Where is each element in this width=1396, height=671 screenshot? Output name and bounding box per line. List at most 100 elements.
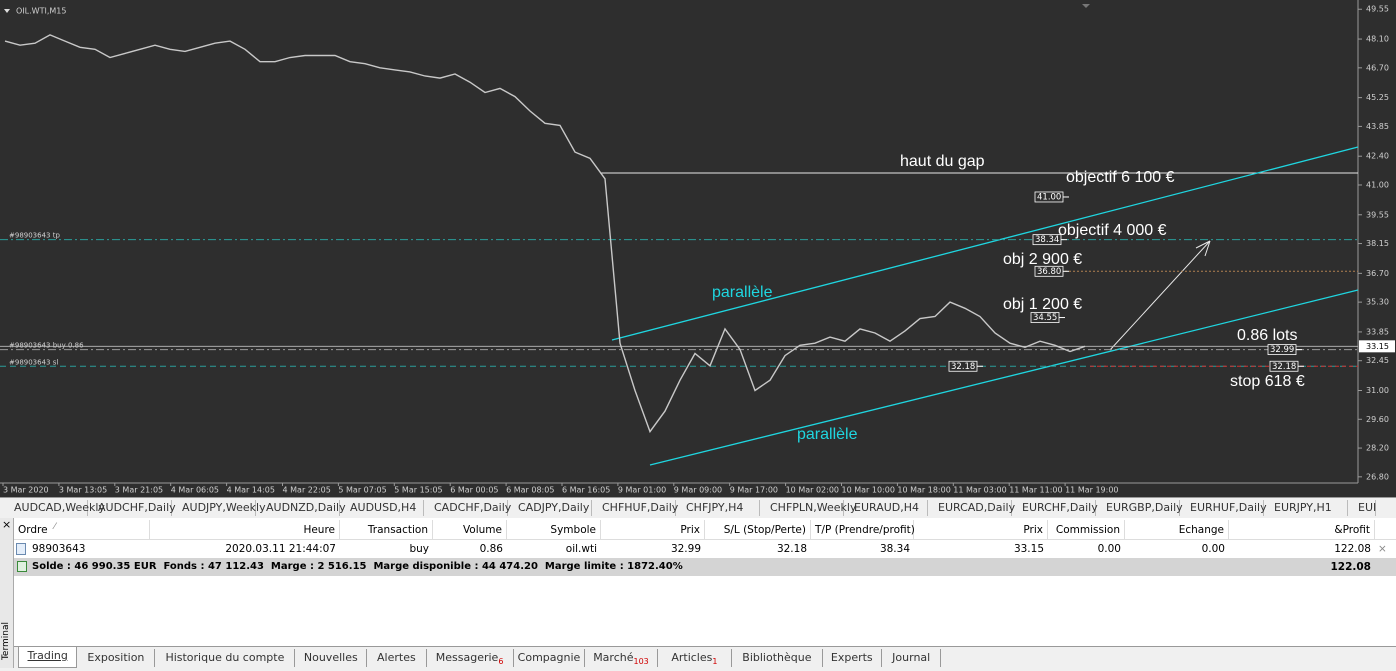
column-header[interactable]: Echange	[1125, 520, 1229, 540]
y-tick-label: 35.30	[1366, 298, 1389, 307]
column-header[interactable]: Ordre	[14, 520, 150, 540]
chart: OIL.WTI,M15 #98903643 tp #98903643 buy 0.…	[0, 0, 1396, 497]
y-tick-label: 31.00	[1366, 386, 1389, 395]
terminal-tab[interactable]: Alertes	[367, 649, 427, 667]
close-button[interactable]: ×	[2, 518, 12, 531]
terminal-tab[interactable]: Nouvelles	[295, 649, 368, 667]
terminal-tab[interactable]: Experts	[823, 649, 882, 667]
x-tick-label: 6 Mar 16:05	[562, 486, 610, 495]
terminal-label: Terminal	[1, 621, 11, 661]
symbol-tab[interactable]: EURGBP,Daily	[1096, 500, 1183, 516]
close-order[interactable]: ×	[1378, 543, 1387, 555]
column-header[interactable]: Prix	[914, 520, 1048, 540]
tab-label: Bibliothèque	[742, 651, 812, 664]
order-cell: 0.00	[1097, 543, 1121, 555]
annotation: 0.86 lots	[1237, 327, 1297, 344]
symbol-tab[interactable]: EURJPY,H1	[1264, 500, 1348, 516]
x-tick-label: 10 Mar 02:00	[786, 486, 839, 495]
terminal-tab[interactable]: Messagerie6	[427, 649, 514, 667]
terminal-tab[interactable]: Articles1	[658, 649, 733, 667]
chart-title: OIL.WTI,M15	[16, 7, 66, 16]
column-header[interactable]: Prix	[601, 520, 705, 540]
terminal-tab-bar: Trading Exposition Historique du compte Nou…	[14, 646, 1396, 669]
terminal-tab[interactable]: Journal	[882, 649, 942, 667]
x-tick-label: 6 Mar 08:05	[506, 486, 554, 495]
summary-text: Solde : 46 990.35 EUR Fonds : 47 112.43 …	[32, 561, 683, 572]
symbol-tab[interactable]: CHFHUF,Daily	[592, 500, 678, 516]
column-header[interactable]: &Profit	[1229, 520, 1375, 540]
order-level-label: #98903643 tp	[9, 232, 60, 240]
tab-label: Nouvelles	[303, 651, 358, 664]
y-tick-label: 46.70	[1366, 63, 1389, 72]
tab-label: Marché	[593, 651, 634, 664]
column-header[interactable]: S/L (Stop/Perte)	[705, 520, 811, 540]
price-box-label: 38.34	[1035, 235, 1059, 245]
x-tick-label: 4 Mar 14:05	[227, 486, 275, 495]
symbol-tab[interactable]: EURAUD,H4	[844, 500, 928, 516]
order-cell: 98903643	[32, 543, 86, 555]
y-tick-label: 28.20	[1366, 444, 1389, 453]
symbol-tab[interactable]: EURCHF,Daily	[1012, 500, 1098, 516]
symbol-tab[interactable]: CADCHF,Daily	[424, 500, 511, 516]
y-tick-label: 38.15	[1366, 239, 1389, 248]
column-header[interactable]: Heure	[150, 520, 340, 540]
order-cell: 33.15	[1013, 543, 1044, 555]
symbol-tab[interactable]: AUDCAD,Weekly	[4, 500, 105, 516]
symbol-tab[interactable]: EURCAD,Daily	[928, 500, 1015, 516]
order-cell: buy	[409, 543, 429, 555]
column-header[interactable]: Commission	[1048, 520, 1125, 540]
annotation: obj 2 900 €	[1003, 251, 1082, 268]
summary-profit: 122.08	[1330, 561, 1371, 573]
column-header[interactable]: Transaction	[340, 520, 433, 540]
y-tick-label: 42.40	[1366, 152, 1389, 161]
y-tick-label: 41.00	[1366, 180, 1389, 189]
tab-label: Experts	[830, 651, 873, 664]
sort-indicator: ⁄	[54, 522, 56, 532]
order-icon	[16, 543, 26, 555]
x-tick-label: 11 Mar 03:00	[953, 486, 1006, 495]
x-tick-label: 3 Mar 2020	[3, 486, 49, 495]
symbol-tab[interactable]: AUDJPY,Weekly	[172, 500, 266, 516]
column-header[interactable]: Symbole	[507, 520, 601, 540]
terminal-tab[interactable]: Marché103	[585, 649, 658, 667]
tab-label: Journal	[892, 651, 931, 664]
y-tick-label: 32.45	[1366, 356, 1389, 365]
terminal-tab[interactable]: Historique du compte	[155, 649, 296, 667]
y-tick-label: 33.85	[1366, 327, 1389, 336]
symbol-tab[interactable]: AUDUSD,H4	[340, 500, 424, 516]
bid-label: 33.15	[1366, 342, 1389, 351]
symbol-tab[interactable]: AUDNZD,Daily	[256, 500, 346, 516]
x-tick-label: 3 Mar 21:05	[115, 486, 163, 495]
y-tick-label: 49.55	[1366, 5, 1389, 14]
symbol-tab[interactable]: CADJPY,Daily	[508, 500, 592, 516]
column-header[interactable]: T/P (Prendre/profit)	[811, 520, 915, 540]
symbol-tab[interactable]: CHFPLN,Weekly	[760, 500, 856, 516]
terminal-tab[interactable]: Compagnie	[514, 649, 586, 667]
symbol-tab[interactable]: EURHUF,Daily	[1180, 500, 1267, 516]
terminal-tab[interactable]: Exposition	[77, 649, 156, 667]
x-tick-label: 10 Mar 10:00	[842, 486, 895, 495]
terminal-tab[interactable]: Bibliothèque	[732, 649, 823, 667]
menu-arrow[interactable]	[4, 9, 10, 13]
y-tick-label: 39.55	[1366, 210, 1389, 219]
terminal-sidebar: × Terminal	[0, 518, 14, 668]
symbol-tab[interactable]: EUI	[1348, 500, 1376, 516]
order-cell: 0.00	[1201, 543, 1225, 555]
tab-label: Articles	[671, 651, 713, 664]
x-tick-label: 5 Mar 15:05	[394, 486, 442, 495]
symbol-tab[interactable]: CHFJPY,H4	[676, 500, 760, 516]
x-tick-label: 5 Mar 07:05	[338, 486, 386, 495]
symbol-tab[interactable]: AUDCHF,Daily	[88, 500, 176, 516]
order-cell: 32.99	[670, 543, 701, 555]
target-arrow-head	[1195, 240, 1211, 257]
price-box-label: 32.99	[1270, 345, 1294, 355]
x-tick-label: 6 Mar 00:05	[450, 486, 498, 495]
chart-background	[0, 0, 1396, 497]
price-box-label: 32.18	[951, 362, 975, 372]
terminal-tab[interactable]: Trading	[18, 647, 78, 668]
x-tick-label: 4 Mar 22:05	[283, 486, 331, 495]
tab-label: Historique du compte	[165, 651, 285, 664]
column-header[interactable]: Volume	[433, 520, 507, 540]
channel-lower	[649, 289, 1359, 466]
